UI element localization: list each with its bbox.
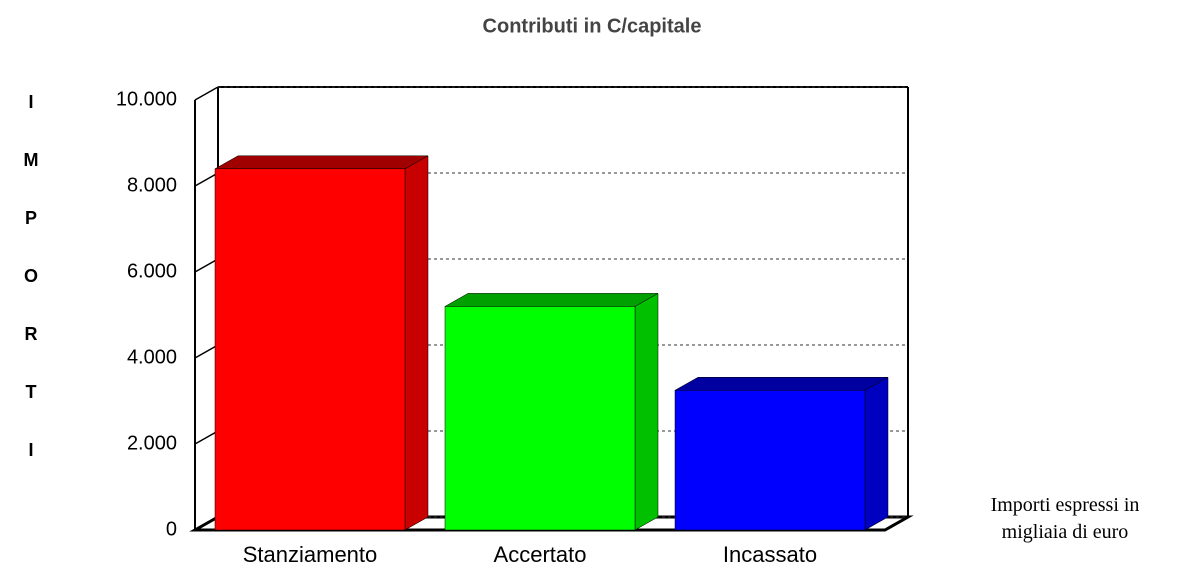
bar (674, 390, 866, 531)
y-tick-label: 8.000 (127, 174, 177, 196)
bar-top (444, 293, 659, 307)
y-tick (194, 258, 219, 273)
bar (214, 168, 406, 531)
x-tick-label: Incassato (723, 542, 817, 567)
bar-side (864, 376, 889, 531)
x-tick-label: Stanziamento (243, 542, 378, 567)
y-tick (194, 516, 219, 531)
x-tick-label: Accertato (494, 542, 587, 567)
y-axis-label: IMPORTI (21, 92, 41, 498)
chart-title: Contributi in C/capitale (483, 15, 702, 37)
bar-top (214, 155, 429, 170)
annotation: Importi espressi in migliaia di euro (990, 494, 1140, 543)
y-tick-label: 0 (166, 518, 177, 540)
bar-top (674, 377, 889, 391)
y-tick-label: 6.000 (127, 260, 177, 282)
bar-side (404, 155, 429, 531)
y-tick-label: 10.000 (116, 88, 177, 110)
bar-side (634, 292, 659, 531)
y-tick (194, 172, 219, 187)
y-tick (194, 430, 219, 445)
y-tick-label: 4.000 (127, 346, 177, 368)
y-tick (194, 86, 219, 101)
bar (444, 306, 636, 531)
y-tick-label: 2.000 (127, 432, 177, 454)
y-tick (194, 344, 219, 359)
